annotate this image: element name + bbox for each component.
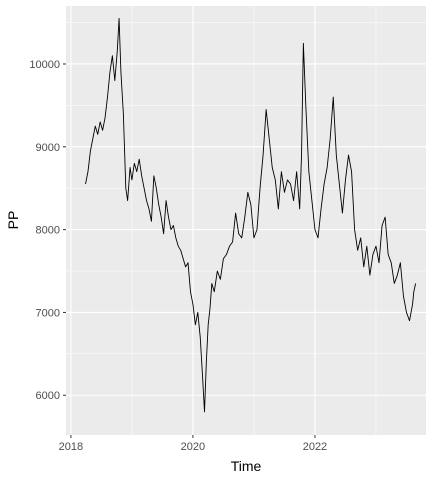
y-tick-label: 9000 xyxy=(36,142,60,154)
x-axis-title: Time xyxy=(231,458,262,474)
x-tick-label: 2022 xyxy=(303,441,327,453)
y-tick-label: 8000 xyxy=(36,225,60,237)
y-axis-title: PP xyxy=(5,211,21,230)
y-tick-label: 6000 xyxy=(36,390,60,402)
series-line xyxy=(85,17,417,413)
y-tick-label: 10000 xyxy=(29,59,60,71)
y-axis: 6000 7000 8000 9000 10000 xyxy=(29,59,66,402)
x-tick-label: 2018 xyxy=(59,441,83,453)
x-axis: 2018 2020 2022 xyxy=(59,435,327,453)
x-tick-label: 2020 xyxy=(181,441,205,453)
y-tick-label: 7000 xyxy=(36,307,60,319)
plot-panel xyxy=(66,6,426,435)
grid-major xyxy=(66,6,426,435)
